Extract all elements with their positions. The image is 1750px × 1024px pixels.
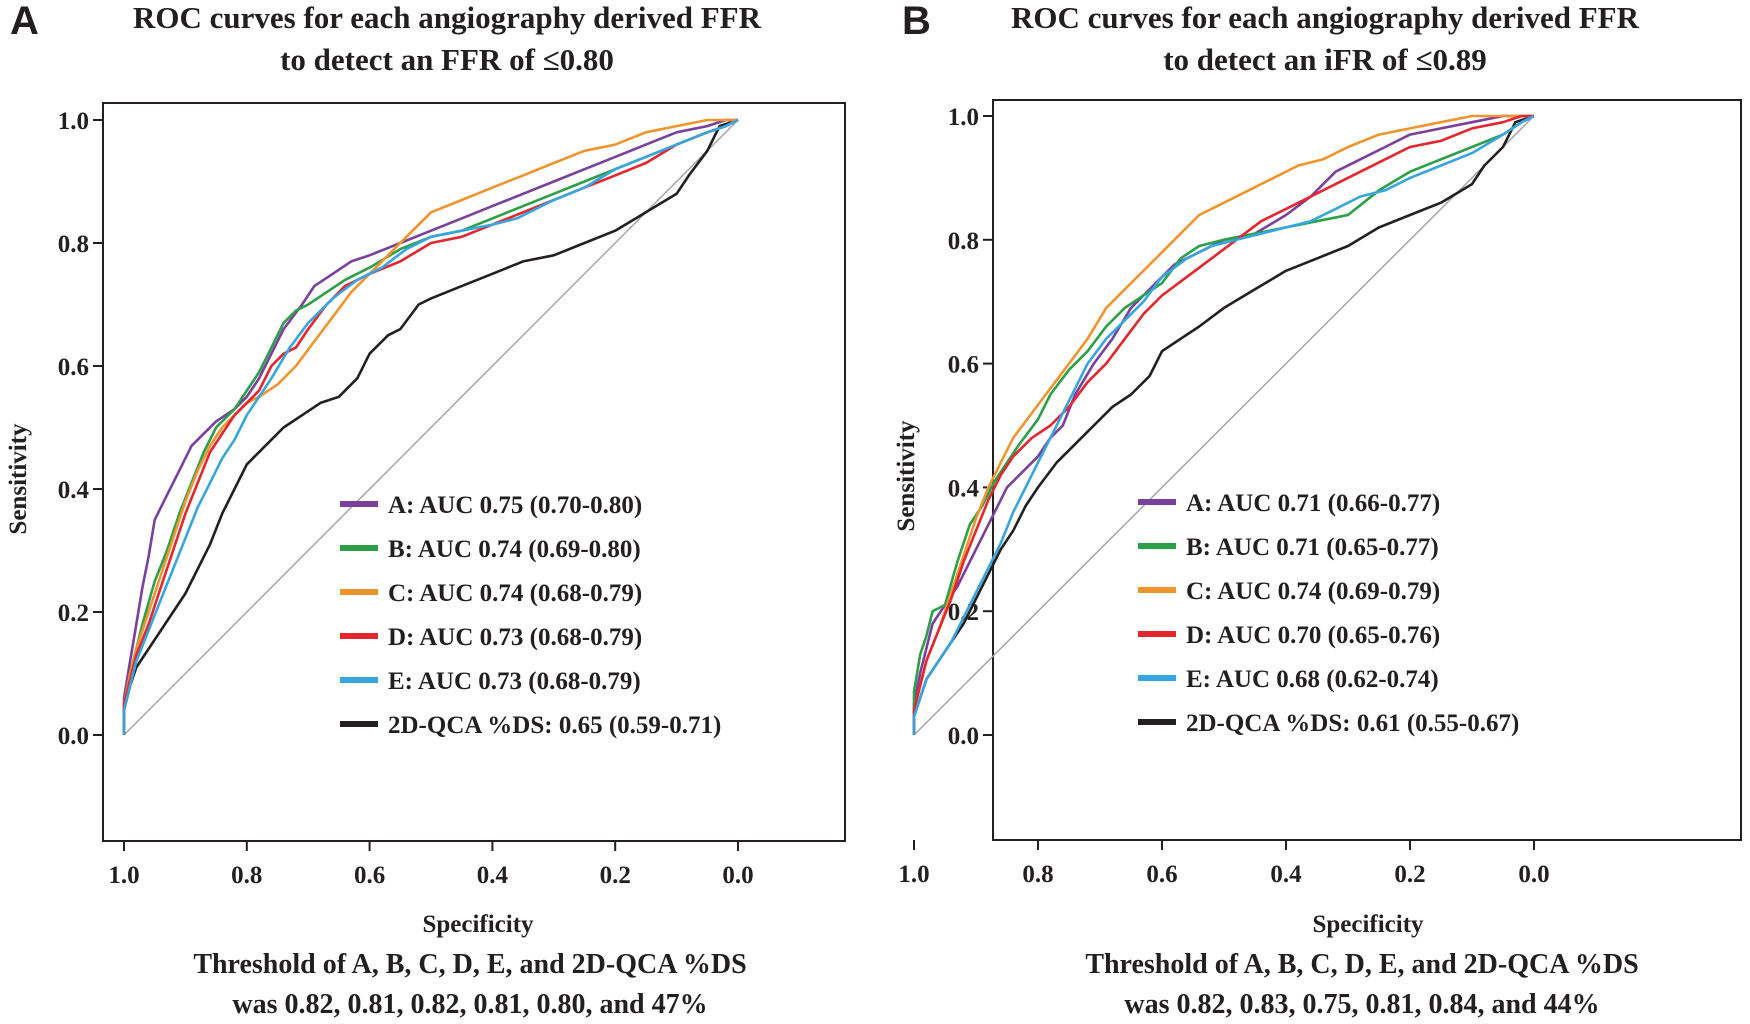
roc-curve-e [122, 118, 739, 735]
legend-label: D: AUC 0.73 (0.68-0.79) [388, 624, 642, 651]
plot-frame [992, 99, 1742, 841]
legend-label: D: AUC 0.70 (0.65-0.76) [1186, 622, 1440, 649]
plot-area: 1.0 0.8 0.6 0.4 0.2 0.00.00.20.40.60.81.0A: A… [898, 104, 1549, 888]
x-axis-label: Specificity [422, 911, 534, 938]
x-tick-label: 0.6 [354, 862, 385, 889]
x-tick-label: 0.6 [1146, 861, 1177, 888]
x-tick-label: 0.2 [1394, 861, 1425, 888]
x-axis-label: Specificity [1312, 911, 1424, 938]
reference-diagonal-line [123, 119, 739, 736]
x-tick-label: 0.2 [600, 862, 631, 889]
panel-b: B ROC curves for each angiography derive… [893, 0, 1742, 1020]
chart-title-line-2: to detect an iFR of ≤0.89 [1163, 42, 1487, 77]
y-axis-label: Sensitivity [893, 420, 920, 532]
caption-line-1: Threshold of A, B, C, D, E, and 2D-QCA %… [1085, 949, 1638, 980]
y-tick-label: 0.6 [58, 354, 89, 381]
y-tick-label: 0.8 [58, 231, 89, 258]
reference-diagonal-line [913, 115, 1535, 736]
plot-frame [102, 102, 846, 842]
x-tick-label: 0.0 [722, 862, 753, 889]
y-axis-label: Sensitivity [5, 423, 32, 535]
roc-curve-d [122, 118, 739, 735]
roc-curve-e [912, 114, 1535, 735]
caption-line-2: was 0.82, 0.81, 0.82, 0.81, 0.80, and 47… [232, 989, 707, 1020]
y-tick-label: 0.4 [58, 477, 90, 504]
legend-label: B: AUC 0.71 (0.65-0.77) [1186, 534, 1439, 561]
roc-curve-2d-qca-ds [912, 114, 1535, 735]
y-tick-label: 1.0 [58, 108, 89, 135]
legend-label: E: AUC 0.68 (0.62-0.74) [1186, 666, 1439, 693]
roc-curve-2d-qca-ds [122, 118, 739, 735]
roc-curve-c [912, 114, 1534, 735]
chart-title-line-1: ROC curves for each angiography derived … [1011, 0, 1640, 35]
x-tick-label: 0.8 [231, 862, 262, 889]
panel-letter: A [10, 0, 39, 43]
panel-letter: B [902, 0, 931, 43]
roc-curve-b [912, 114, 1535, 735]
chart-title-line-2: to detect an FFR of ≤0.80 [280, 42, 614, 77]
y-tick-label: 0.0 [948, 723, 979, 750]
plot-area: 1.0 0.8 0.6 0.4 0.2 0.0 0.0 0.2 0.4 0.6 0.8 1.0 A: A… [58, 108, 754, 889]
x-tick-label: 0.4 [477, 862, 509, 889]
legend-label: A: AUC 0.75 (0.70-0.80) [388, 492, 642, 519]
x-tick-label: 0.8 [1022, 861, 1053, 888]
y-tick-label: 0.8 [948, 228, 979, 255]
x-tick-label: 1.0 [108, 862, 139, 889]
chart-title-line-1: ROC curves for each angiography derived … [133, 0, 762, 35]
legend-label: A: AUC 0.71 (0.66-0.77) [1186, 490, 1440, 517]
x-tick-label: 0.0 [1518, 861, 1549, 888]
y-tick-label: 0.4 [948, 475, 980, 502]
y-tick-label: 0.6 [948, 352, 979, 379]
caption-line-2: was 0.82, 0.83, 0.75, 0.81, 0.84, and 44… [1124, 989, 1599, 1020]
legend-label: 2D-QCA %DS: 0.61 (0.55-0.67) [1186, 710, 1519, 737]
y-tick-label: 1.0 [948, 104, 979, 131]
roc-curve-a [122, 118, 738, 735]
y-tick-label: 0.0 [58, 723, 89, 750]
legend-label: C: AUC 0.74 (0.69-0.79) [1186, 578, 1440, 605]
caption-line-1: Threshold of A, B, C, D, E, and 2D-QCA %… [193, 949, 746, 980]
roc-curve-d [912, 114, 1534, 735]
legend-label: E: AUC 0.73 (0.68-0.79) [388, 668, 641, 695]
panel-a: A ROC curves for each angiography derive… [5, 0, 846, 1020]
y-tick-label: 0.2 [58, 600, 89, 627]
roc-curve-c [122, 118, 738, 735]
x-tick-label: 1.0 [898, 861, 929, 888]
x-tick-label: 0.4 [1270, 861, 1302, 888]
legend-label: B: AUC 0.74 (0.69-0.80) [388, 536, 641, 563]
legend-label: 2D-QCA %DS: 0.65 (0.59-0.71) [388, 712, 721, 739]
legend-label: C: AUC 0.74 (0.68-0.79) [388, 580, 642, 607]
roc-curve-b [122, 118, 739, 735]
